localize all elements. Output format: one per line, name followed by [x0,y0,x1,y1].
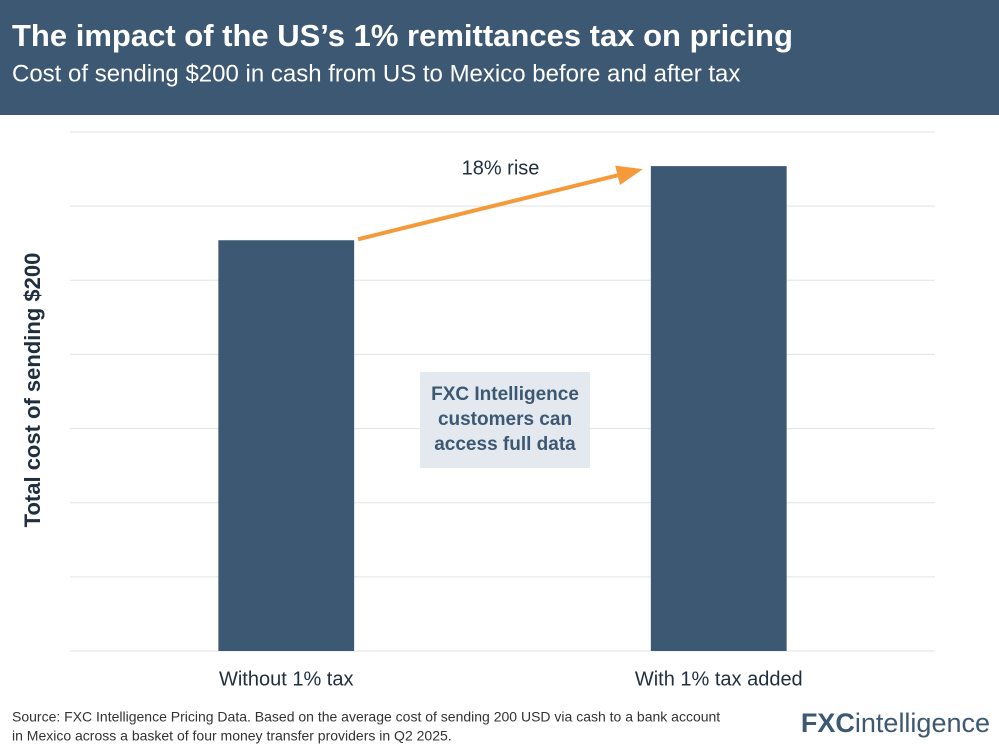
logo: FXCintelligence [801,708,990,738]
watermark-line: access full data [434,434,576,455]
chart-title: The impact of the US’s 1% remittances ta… [12,18,793,53]
x-tick-label: With 1% tax added [635,668,803,690]
annotation-arrow [357,173,619,242]
annotation: 18% rise [462,157,540,179]
logo-part: FXC [801,708,855,738]
watermark-line: customers can [438,409,572,430]
chart-subtitle: Cost of sending $200 in cash from US to … [12,60,740,87]
bar [218,240,355,651]
watermark-line: FXC Intelligence [431,384,579,405]
x-tick-label: Without 1% tax [219,668,354,690]
logo-part: intelligence [855,708,990,738]
source-note: Source: FXC Intelligence Pricing Data. B… [12,709,720,725]
source-note: in Mexico across a basket of four money … [12,728,452,744]
header-band [0,0,999,115]
y-axis-label: Total cost of sending $200 [20,253,45,528]
annotation-arrowhead [615,165,643,186]
bar [650,166,787,651]
watermark-box [420,372,590,468]
